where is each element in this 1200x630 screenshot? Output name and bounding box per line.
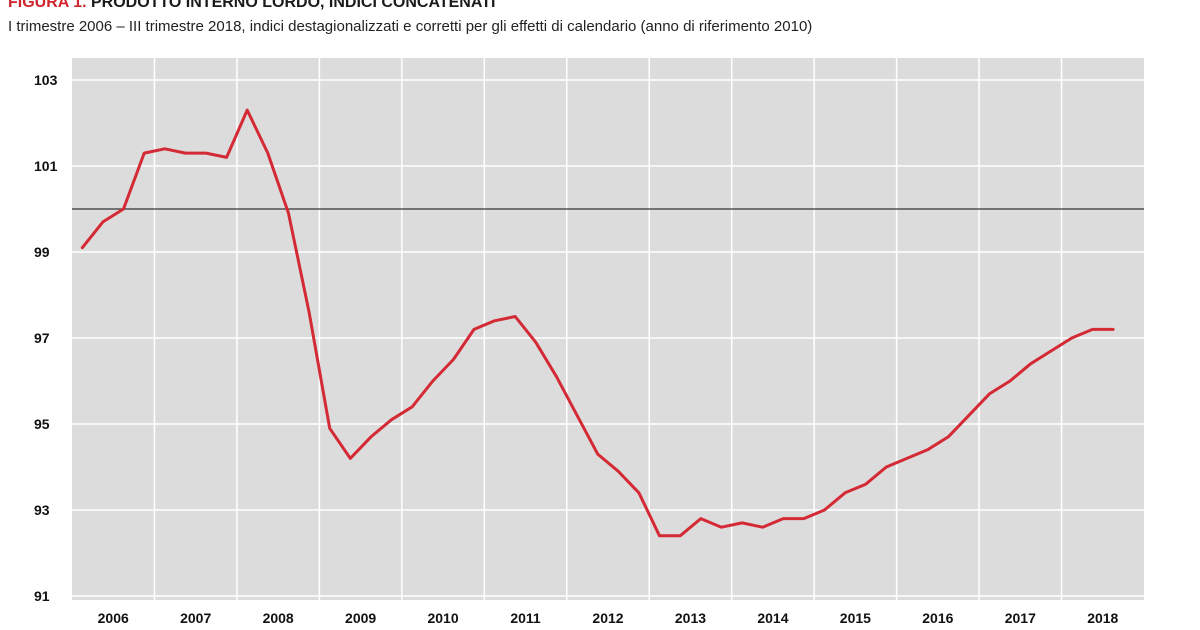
figure-subtitle: I trimestre 2006 – III trimestre 2018, i… [8,18,813,35]
x-tick-label: 2013 [675,610,706,626]
x-tick-label: 2008 [263,610,294,626]
x-tick-label: 2010 [427,610,458,626]
x-axis-ticks: 2006 2007 2008 2009 2010 2011 2012 2013 2014 2015… [98,610,1119,626]
y-tick-label: 95 [34,416,50,432]
y-tick-label: 99 [34,244,50,260]
y-tick-label: 91 [34,588,50,604]
x-tick-label: 2012 [592,610,623,626]
y-axis-ticks: 91 93 95 97 99 101 103 [34,72,58,604]
x-tick-label: 2011 [510,610,541,626]
y-tick-label: 93 [34,502,50,518]
x-tick-label: 2015 [840,610,871,626]
figure-label: FIGURA 1. [8,0,87,11]
series-line-gdp [80,108,1115,538]
y-tick-label: 103 [34,72,58,88]
x-tick-label: 2016 [922,610,953,626]
y-tick-label: 101 [34,158,58,174]
plot-area [72,58,1144,600]
x-tick-label: 2018 [1087,610,1118,626]
x-tick-label: 2007 [180,610,211,626]
x-tick-label: 2014 [757,610,788,626]
y-tick-label: 97 [34,330,50,346]
x-tick-label: 2006 [98,610,129,626]
x-tick-label: 2009 [345,610,376,626]
figure-title: FIGURA 1. PRODOTTO INTERNO LORDO, INDICI… [8,0,495,12]
x-tick-label: 2017 [1005,610,1036,626]
grid-lines [72,58,1144,600]
figure-name: PRODOTTO INTERNO LORDO, INDICI CONCATENA… [90,0,496,11]
